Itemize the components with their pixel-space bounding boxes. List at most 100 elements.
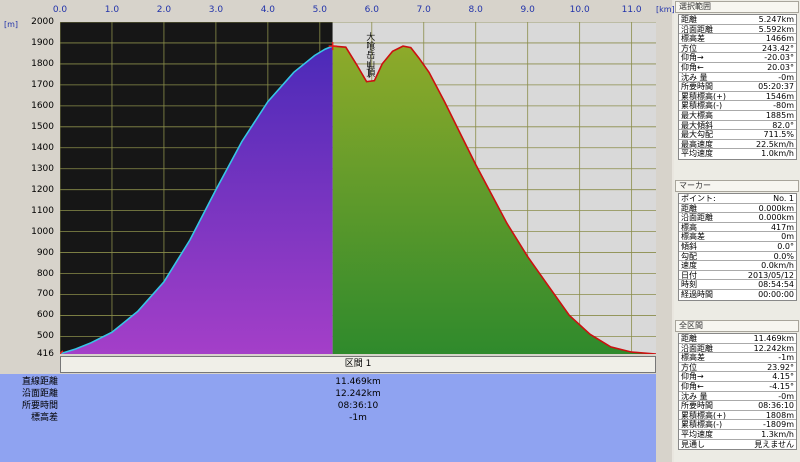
x-tick-label: 7.0 (416, 5, 431, 15)
stats-row: 距離 5.247km (679, 15, 796, 25)
stats-key: 所要時間 (681, 401, 713, 411)
y-tick-label: 1600 (31, 100, 54, 111)
stats-value: 0.000km (758, 213, 794, 223)
stats-key: 日付 (681, 270, 697, 280)
stats-key: 最大勾配 (681, 130, 713, 140)
segment-info-table: 直線距離 11.469km 沿面距離 12.242km 所要時間 08:36:10 標高差 -… (0, 374, 656, 462)
stats-value: 82.0° (772, 120, 794, 130)
stats-key: 累積標高(-) (681, 420, 723, 430)
stats-key: 時刻 (681, 280, 697, 290)
y-tick-label: 1200 (31, 184, 54, 195)
x-tick-label: 6.0 (364, 5, 379, 15)
x-tick-label: 3.0 (208, 5, 224, 15)
stats-value: 5.247km (758, 15, 794, 24)
segment-info-row: 標高差 -1m (0, 412, 656, 424)
stats-row: 勾配 0.0% (679, 252, 796, 262)
stats-key: 最高速度 (681, 139, 713, 149)
stats-row: 標高 417m (679, 223, 796, 233)
y-tick-label: 1700 (31, 79, 54, 90)
stats-value: 00:00:00 (758, 289, 794, 299)
stats-row: 累積標高(-) -80m (679, 101, 796, 111)
stats-key: 沿面距離 (681, 24, 713, 34)
stats-value: 1466m (765, 34, 794, 44)
x-tick-label: 2.0 (156, 5, 172, 15)
stats-row: 平均速度 1.0km/h (679, 149, 796, 159)
stats-value: -0m (778, 72, 794, 82)
stats-row: 見通し 見えません (679, 440, 796, 450)
stats-key: 沈み 量 (681, 72, 708, 82)
stats-row: 最大標高 1885m (679, 111, 796, 121)
stats-value: -20.03° (764, 53, 794, 63)
stats-key: ポイント: (681, 194, 716, 203)
stats-row: 平均速度 1.3km/h (679, 430, 796, 440)
remaining-range-line (332, 45, 656, 354)
stats-key: 仰角← (681, 62, 704, 72)
profile-chart-area: 0.0 1.0 2.0 3.0 4.0 5.0 6.0 7.0 8.0 9.0 10.0 11.0 [… (0, 0, 675, 462)
stats-row: 累積標高(+) 1808m (679, 411, 796, 421)
stats-key: 累積標高(+) (681, 91, 726, 101)
stats-key: 方位 (681, 362, 697, 372)
stats-key: 速度 (681, 261, 697, 271)
stats-key: 距離 (681, 334, 697, 343)
y-tick-label: 1500 (31, 121, 54, 132)
stats-value: 0.0km/h (761, 261, 794, 271)
stats-side-panel: 選択範囲 距離 5.247km 沿面距離 5.592km 標高差 1466m 方位 243.42… (674, 0, 800, 462)
stats-row: 日付 2013/05/12 (679, 271, 796, 281)
stats-value: 12.242km (753, 343, 794, 353)
selected-range-area (60, 46, 333, 354)
stats-key: 最大標高 (681, 110, 713, 120)
stats-value: 0.000km (758, 203, 794, 213)
stats-row: 傾斜 0.0° (679, 242, 796, 252)
stats-key: 仰角→ (681, 53, 704, 63)
stats-value: -4.15° (769, 381, 794, 391)
stats-key: 標高差 (681, 353, 705, 363)
elevation-chart-svg[interactable]: 大喰岳山頂 (60, 22, 656, 354)
stats-key: 最大傾斜 (681, 120, 713, 130)
stats-row: 時刻 08:54:54 (679, 280, 796, 290)
stats-row: 標高差 1466m (679, 34, 796, 44)
stats-value: 711.5% (763, 130, 794, 140)
stats-value: 0m (781, 232, 794, 242)
stats-table: ポイント: No. 1 距離 0.000km 沿面距離 0.000km 標高 417m 標高差 0… (678, 193, 797, 301)
x-axis: 0.0 1.0 2.0 3.0 4.0 5.0 6.0 7.0 8.0 9.0 10.0 11.0 (0, 0, 672, 18)
stats-key: 所要時間 (681, 82, 713, 92)
stats-row: 最大勾配 711.5% (679, 130, 796, 140)
x-tick-label: 8.0 (468, 5, 483, 15)
stats-row: 累積標高(-) -1809m (679, 420, 796, 430)
segment-info-label: 標高差 (30, 413, 58, 423)
y-tick-label: 600 (36, 310, 54, 321)
panel-title: 選択範囲 (675, 1, 799, 13)
stats-key: 見通し (681, 439, 705, 449)
stats-key: 沿面距離 (681, 343, 713, 353)
stats-value: 1.0km/h (761, 149, 794, 159)
segment-header[interactable]: 区間 1 (60, 356, 656, 373)
stats-key: 仰角→ (681, 372, 704, 382)
stats-row: 経過時間 00:00:00 (679, 290, 796, 300)
stats-row: ポイント: No. 1 (679, 194, 796, 204)
stats-key: 仰角← (681, 381, 704, 391)
y-tick-label: 700 (36, 289, 54, 300)
stats-key: 沈み 量 (681, 391, 708, 401)
stats-value: 11.469km (753, 334, 794, 343)
elevation-plot[interactable]: 大喰岳山頂 (60, 22, 656, 354)
stats-row: 方位 23.92° (679, 363, 796, 373)
stats-value: 08:36:10 (758, 401, 794, 411)
stats-row: 仰角→ 4.15° (679, 372, 796, 382)
segment-info-label: 沿面距離 (21, 389, 58, 399)
stats-value: 417m (770, 222, 794, 232)
x-tick-label: 10.0 (569, 5, 590, 15)
stats-key: 累積標高(-) (681, 101, 723, 111)
y-axis-unit: [m] (4, 20, 19, 29)
stats-value: 22.5km/h (755, 139, 794, 149)
stats-value: 1546m (765, 91, 794, 101)
stats-value: 0.0° (777, 241, 794, 251)
stats-key: 傾斜 (681, 241, 697, 251)
stats-row: 距離 11.469km (679, 334, 796, 344)
stats-key: 標高差 (681, 232, 705, 242)
stats-row: 沿面距離 0.000km (679, 213, 796, 223)
x-axis-unit: [km] (656, 5, 675, 14)
stats-value: 20.03° (767, 62, 794, 72)
segment-info-row: 直線距離 11.469km (0, 376, 656, 388)
segment-info-row: 所要時間 08:36:10 (0, 400, 656, 412)
